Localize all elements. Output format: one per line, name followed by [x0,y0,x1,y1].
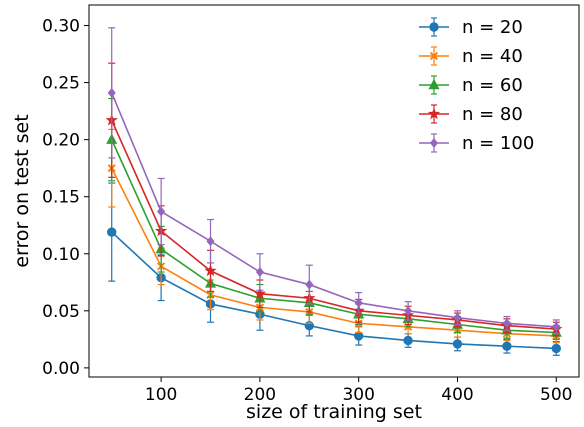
y-axis-label: error on test set [11,114,33,267]
legend-marker [429,22,439,32]
series-1 [107,182,561,356]
y-tick-label: 0.20 [42,131,80,151]
series-line [110,119,557,330]
x-axis-label: size of training set [246,401,422,423]
legend-marker [428,78,440,90]
legend-label: n = 60 [462,75,523,96]
y-tick-label: 0.10 [42,245,80,265]
legend-item-1: n = 20 [419,17,523,38]
data-point [502,318,511,329]
series-line [111,167,557,337]
legend-marker [429,51,439,61]
legend-item-2: n = 40 [419,46,523,67]
legend-label: n = 40 [462,46,523,67]
data-point [253,287,267,299]
y-tick-label: 0.30 [42,17,80,37]
legend-label: n = 20 [462,17,523,38]
series-layer [105,27,563,356]
y-axis-ticks: 0.00 0.05 0.10 0.15 0.20 0.25 0.30 [42,17,89,379]
plot-area [89,5,579,377]
data-point [453,312,462,323]
legend-item-4: n = 80 [419,104,523,125]
series-5 [107,27,561,335]
legend-item-5: n = 100 [419,133,534,154]
x-tick-label: 100 [145,385,177,405]
series-line [110,92,557,328]
legend-marker [429,138,439,148]
x-tick-label: 200 [244,385,276,405]
plot-frame [88,4,580,378]
data-point [305,279,314,290]
data-point [107,87,116,98]
data-point [204,264,217,277]
legend-label: n = 80 [462,104,523,125]
data-point [403,335,413,346]
legend: n = 20 n = 40 n = 60 n = 80 n = 100 [419,17,534,154]
legend-item-3: n = 60 [419,75,523,96]
data-point [157,206,166,217]
series-line [111,231,557,350]
x-tick-label: 500 [540,385,572,405]
x-tick-label: 300 [342,385,374,405]
data-point [452,339,463,349]
legend-marker [427,107,441,120]
x-axis-ticks: 100 200 300 400 500 [145,377,573,405]
series-line [110,139,557,334]
data-point [354,297,363,308]
data-point [107,227,117,237]
legend-label: n = 100 [462,133,534,154]
y-tick-label: 0.05 [42,302,80,322]
y-tick-label: 0.25 [42,74,80,94]
data-point [552,321,561,332]
data-point [255,267,264,278]
y-tick-label: 0.15 [42,188,80,208]
data-point [206,236,215,247]
x-tick-label: 400 [441,385,473,405]
data-point [502,341,512,351]
y-tick-label: 0.00 [42,359,80,379]
data-point [551,343,561,354]
data-point [404,305,413,316]
